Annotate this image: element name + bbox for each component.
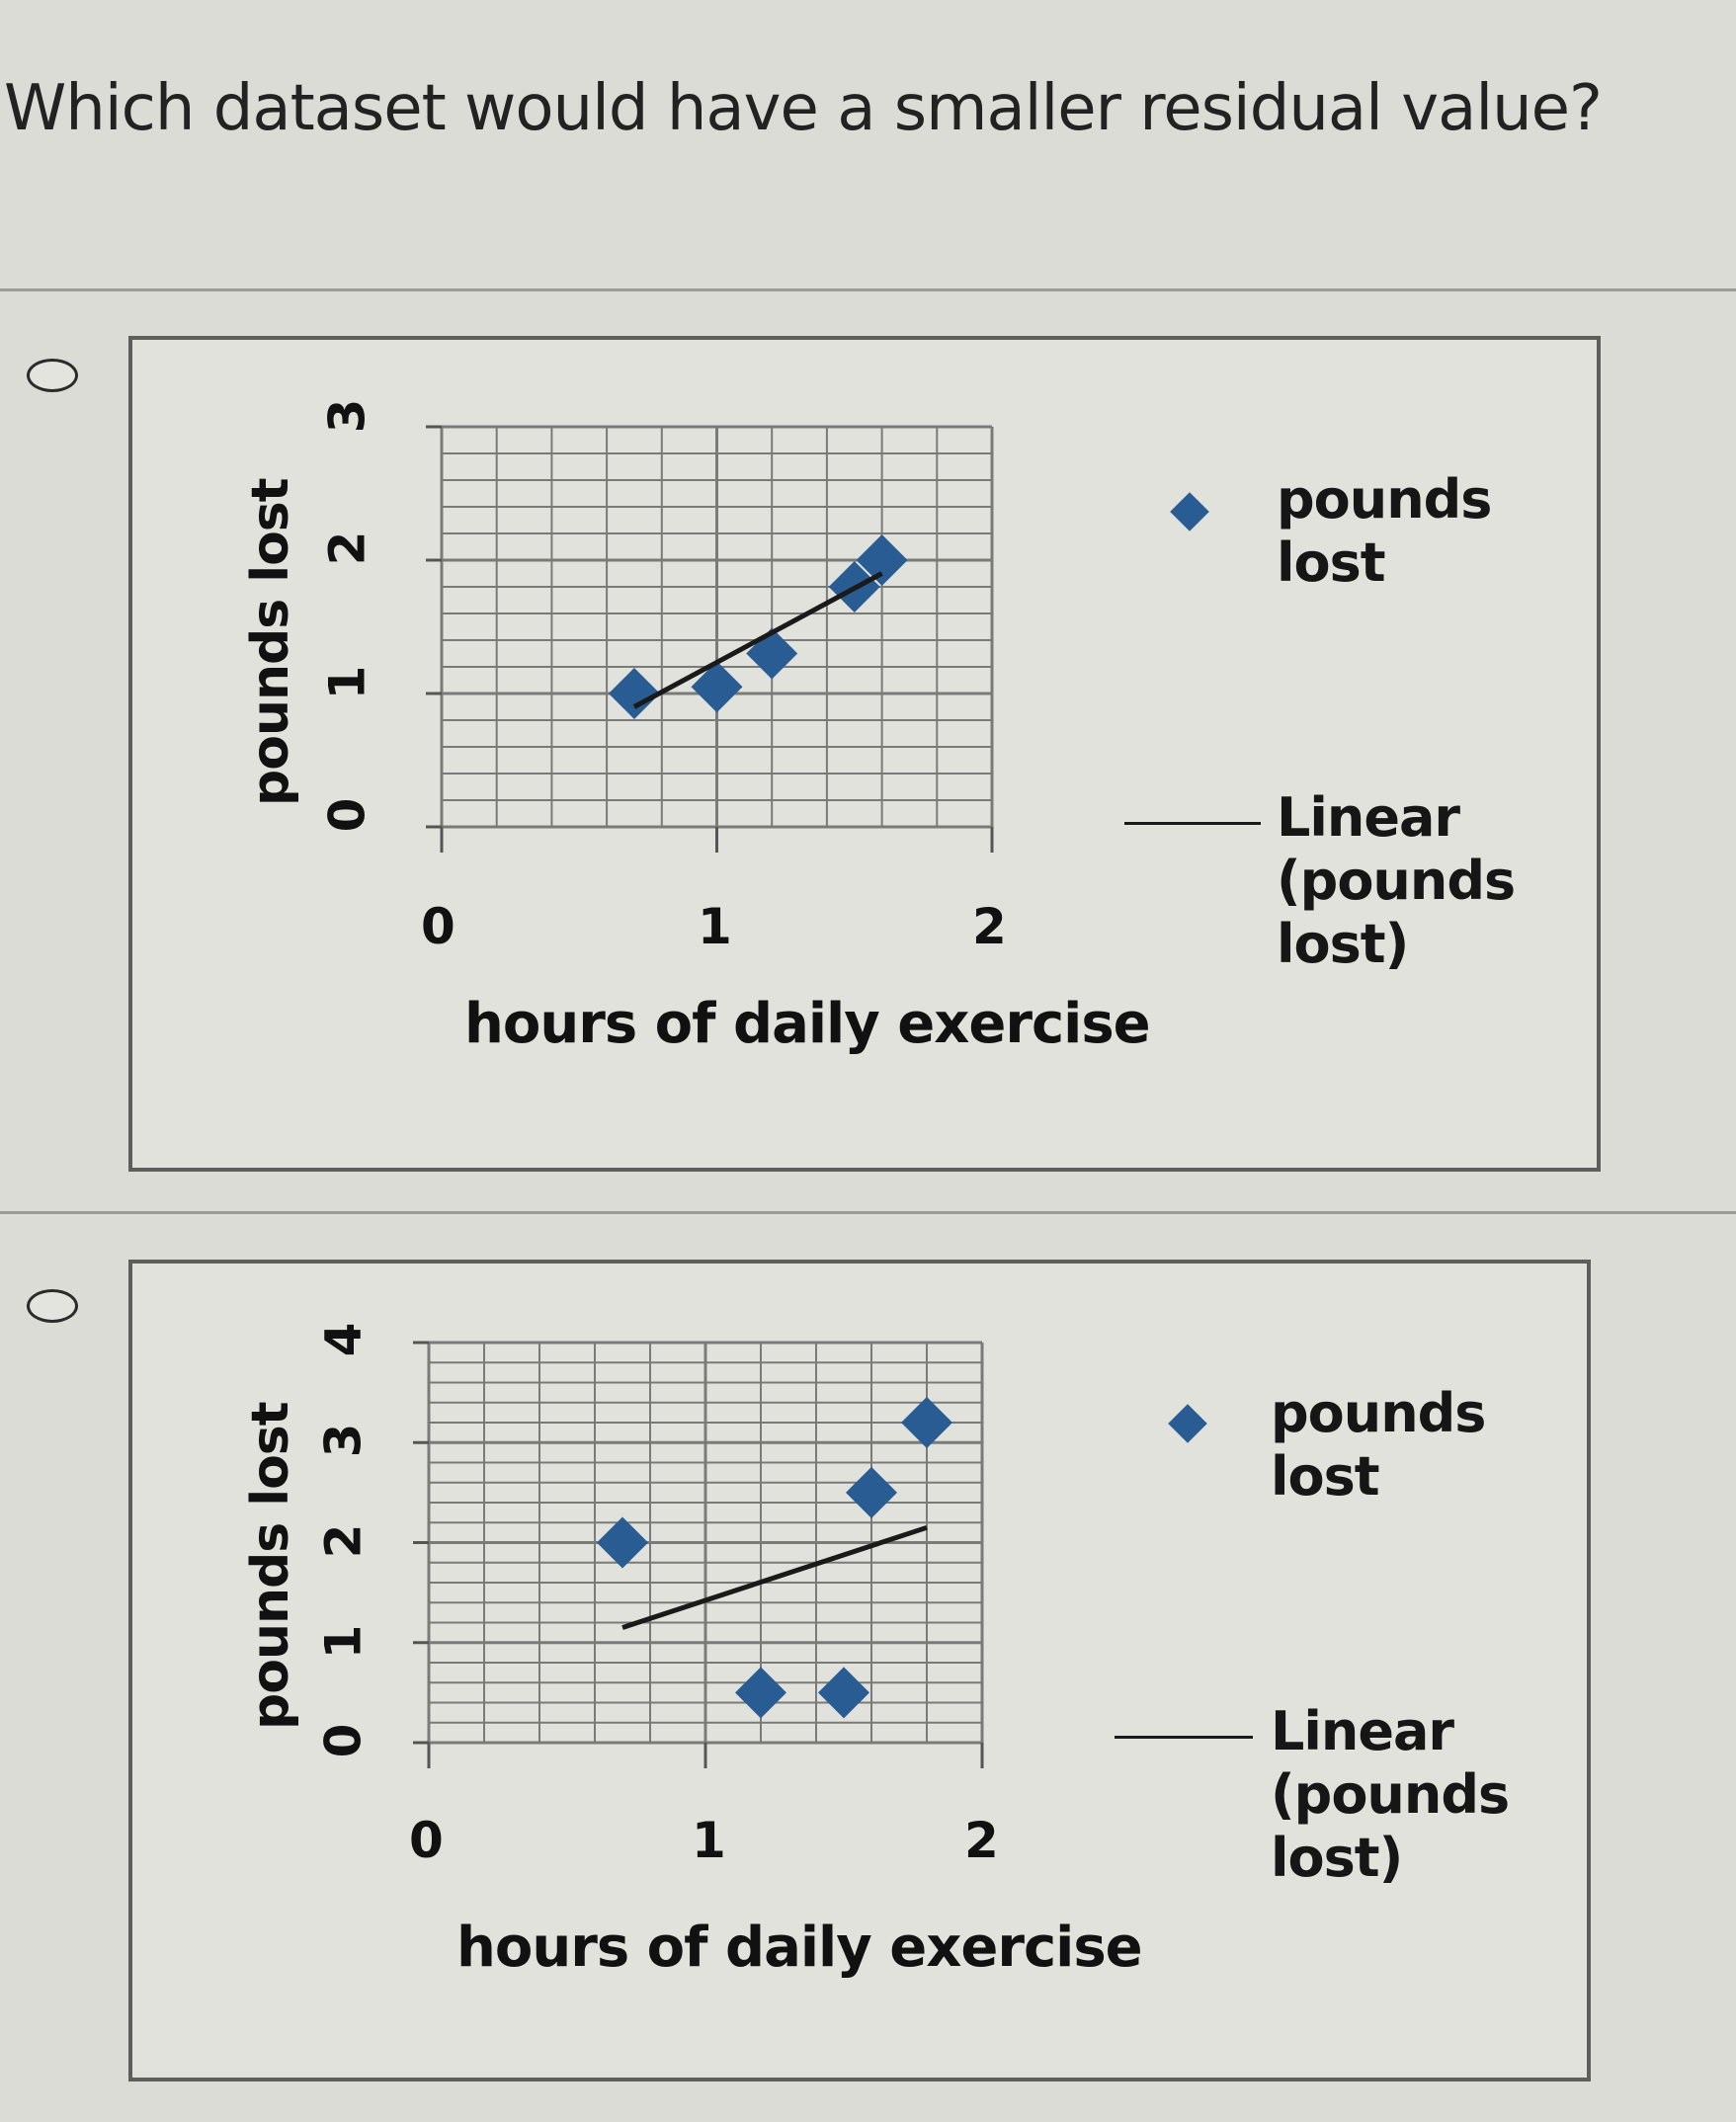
radio-option-b[interactable] xyxy=(27,1289,78,1323)
x-tick-0: 0 xyxy=(421,898,455,955)
x-tick-2: 2 xyxy=(964,1812,999,1869)
x-tick-0: 0 xyxy=(409,1812,444,1869)
data-point-diamond xyxy=(901,1397,952,1448)
data-point-diamond xyxy=(597,1516,648,1569)
x-axis-title: hours of daily exercise xyxy=(464,992,1151,1056)
data-point-diamond xyxy=(856,534,908,586)
question-text: Which dataset would have a smaller resid… xyxy=(4,72,1603,145)
y-tick-3: 3 xyxy=(318,398,376,434)
y-tick-2: 2 xyxy=(314,1523,372,1559)
data-point-diamond xyxy=(818,1667,869,1719)
x-tick-1: 1 xyxy=(692,1812,726,1869)
y-tick-0: 0 xyxy=(314,1723,372,1758)
x-tick-2: 2 xyxy=(972,898,1007,955)
scatter-plot-a xyxy=(426,425,994,853)
legend-trend-label: Linear (pounds lost) xyxy=(1277,786,1516,975)
legend-series-label: pounds lost xyxy=(1277,468,1492,594)
y-tick-0: 0 xyxy=(318,797,376,833)
legend-series-label: pounds lost xyxy=(1271,1382,1486,1508)
radio-option-a[interactable] xyxy=(27,359,78,392)
y-tick-3: 3 xyxy=(314,1423,372,1458)
data-point-diamond xyxy=(691,661,743,713)
legend-line-icon xyxy=(1115,1736,1253,1739)
legend-line-icon xyxy=(1124,822,1261,825)
trendline xyxy=(621,1524,928,1630)
divider-middle xyxy=(0,1211,1736,1214)
divider-top xyxy=(0,288,1736,291)
x-tick-1: 1 xyxy=(698,898,732,955)
y-axis-title: pounds lost xyxy=(241,1402,300,1730)
y-tick-4: 4 xyxy=(314,1322,372,1357)
option-b-chart[interactable]: pounds lost hours of daily exercise 4 3 … xyxy=(128,1260,1591,2081)
y-axis-title: pounds lost xyxy=(241,478,300,806)
option-a-chart[interactable]: pounds lost hours of daily exercise 3 2 … xyxy=(128,336,1601,1172)
data-point-diamond xyxy=(608,668,660,719)
y-tick-1: 1 xyxy=(318,665,376,700)
data-point-diamond xyxy=(735,1667,786,1719)
legend-trend-label: Linear (pounds lost) xyxy=(1271,1700,1510,1889)
x-axis-title: hours of daily exercise xyxy=(456,1916,1143,1980)
data-point-diamond xyxy=(846,1466,897,1518)
y-tick-1: 1 xyxy=(314,1624,372,1660)
y-tick-2: 2 xyxy=(318,530,376,566)
scatter-plot-b xyxy=(413,1341,984,1768)
trendline xyxy=(632,571,883,709)
